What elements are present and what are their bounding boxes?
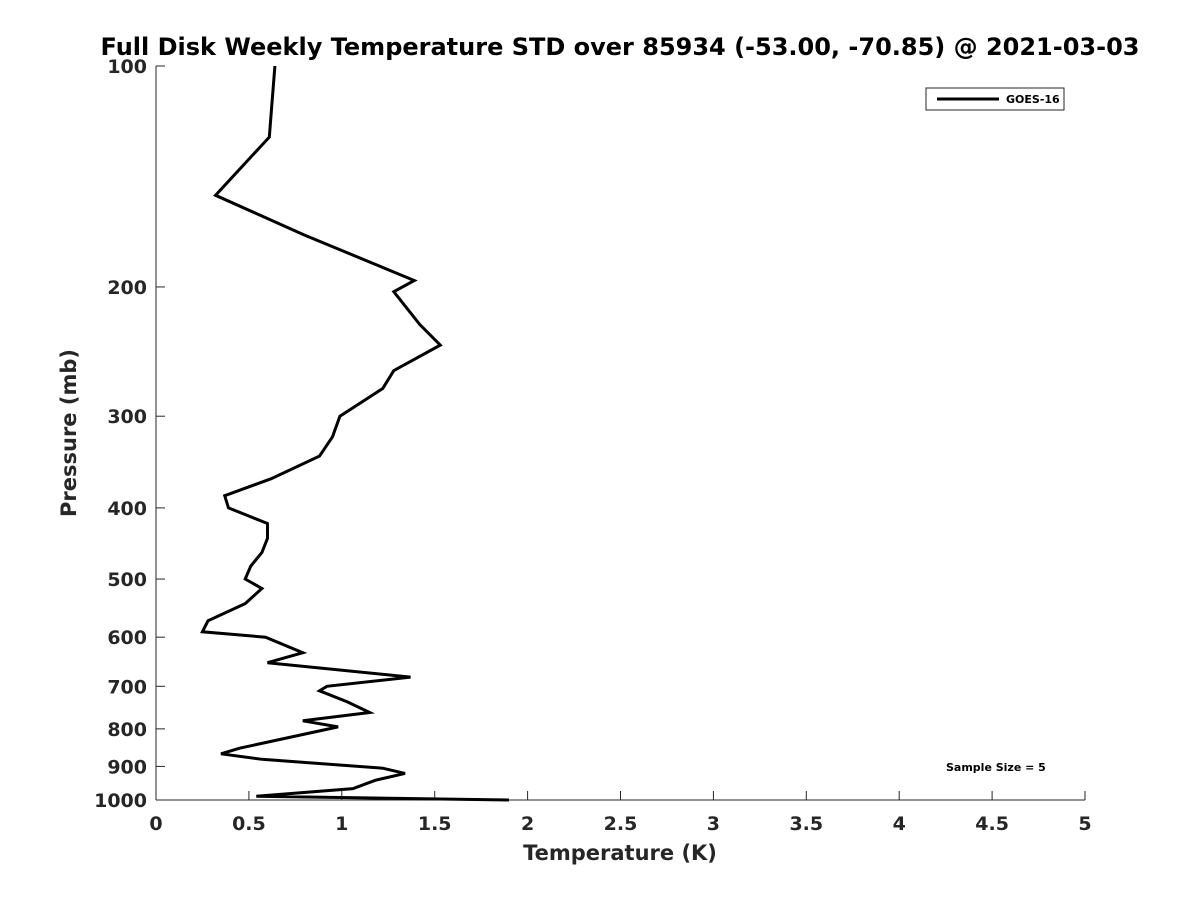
y-axis-label: Pressure (mb) — [57, 349, 81, 517]
x-axis-ticks: 0 0.5 1 1.5 2 2.5 3 3.5 4 4.5 5 — [149, 791, 1092, 835]
series-layer — [200, 65, 510, 802]
x-tick-label: 1 — [335, 813, 348, 835]
x-tick-label: 0 — [149, 813, 162, 835]
x-tick-label: 2.5 — [604, 813, 638, 835]
y-tick-label: 400 — [107, 498, 147, 520]
x-tick-label: 2 — [521, 813, 534, 835]
x-tick-label: 5 — [1078, 813, 1091, 835]
y-axis-ticks: 100 200 300 400 500 600 700 800 900 1000 — [94, 56, 165, 812]
x-axis-label: Temperature (K) — [523, 841, 717, 865]
x-tick-label: 4 — [893, 813, 906, 835]
x-tick-label: 3 — [707, 813, 720, 835]
legend: GOES-16 — [925, 87, 1065, 111]
y-tick-label: 500 — [107, 569, 147, 591]
y-tick-label: 300 — [107, 406, 147, 428]
sample-size-annotation: Sample Size = 5 — [946, 761, 1046, 774]
y-tick-label: 900 — [107, 756, 147, 778]
y-tick-label: 700 — [107, 676, 147, 698]
y-tick-label: 100 — [107, 56, 147, 78]
y-tick-label: 200 — [107, 277, 147, 299]
y-tick-label: 1000 — [94, 790, 147, 812]
x-tick-label: 0.5 — [232, 813, 266, 835]
chart-title: Full Disk Weekly Temperature STD over 85… — [101, 33, 1140, 61]
legend-label-goes-16: GOES-16 — [1006, 93, 1060, 106]
x-tick-label: 1.5 — [418, 813, 452, 835]
x-tick-label: 3.5 — [789, 813, 823, 835]
y-tick-label: 600 — [107, 627, 147, 649]
x-tick-label: 4.5 — [975, 813, 1009, 835]
series-line-goes-16 — [200, 65, 510, 802]
plot-area: 0 0.5 1 1.5 2 2.5 3 3.5 4 4.5 5 100 200 300 400 500 600… — [94, 56, 1092, 835]
y-tick-label: 800 — [107, 719, 147, 741]
